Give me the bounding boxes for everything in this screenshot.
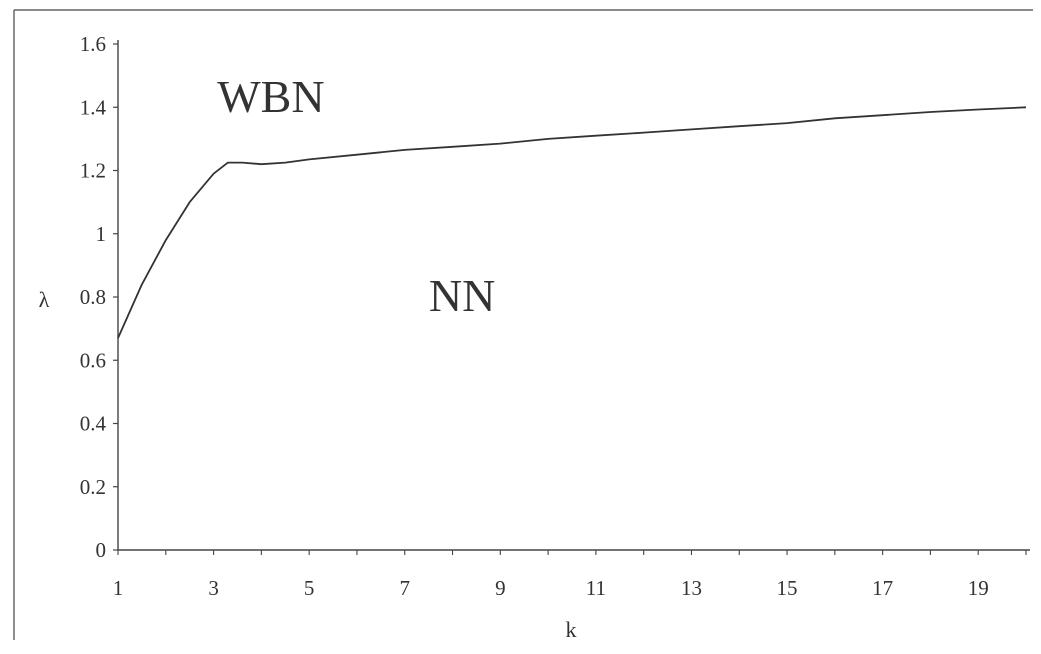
x-tick-label: 7 bbox=[399, 576, 410, 600]
x-tick-label: 9 bbox=[495, 576, 506, 600]
x-tick-label: 13 bbox=[681, 576, 702, 600]
axes bbox=[117, 40, 1030, 551]
x-axis-label: k bbox=[566, 617, 577, 642]
x-tick-label: 1 bbox=[113, 576, 124, 600]
y-tick-label: 0 bbox=[96, 538, 107, 562]
y-axis-label: λ bbox=[39, 287, 50, 312]
x-tick-label: 5 bbox=[304, 576, 315, 600]
y-tick-label: 1.4 bbox=[80, 95, 107, 119]
y-tick-label: 0.8 bbox=[80, 285, 106, 309]
region-label: WBN bbox=[217, 71, 324, 122]
annotations: WBN NN bbox=[217, 71, 495, 321]
y-tick-label: 1.2 bbox=[80, 159, 106, 183]
y-tick-label: 0.2 bbox=[80, 475, 106, 499]
ticks: 00.20.40.60.811.21.41.61 3 5 7 9 11 13 15 17 19 bbox=[80, 32, 1027, 600]
series-line bbox=[117, 106, 1027, 339]
y-tick-label: 0.6 bbox=[80, 348, 106, 372]
x-tick-label: 3 bbox=[208, 576, 219, 600]
y-tick-label: 0.4 bbox=[80, 412, 107, 436]
series-group bbox=[117, 106, 1027, 339]
x-tick-label: 11 bbox=[586, 576, 606, 600]
x-tick-label: 19 bbox=[968, 576, 989, 600]
x-tick-label: 17 bbox=[872, 576, 893, 600]
y-tick-label: 1 bbox=[96, 222, 107, 246]
region-label: NN bbox=[429, 270, 495, 321]
y-tick-label: 1.6 bbox=[80, 32, 106, 56]
x-tick-label: 15 bbox=[777, 576, 798, 600]
